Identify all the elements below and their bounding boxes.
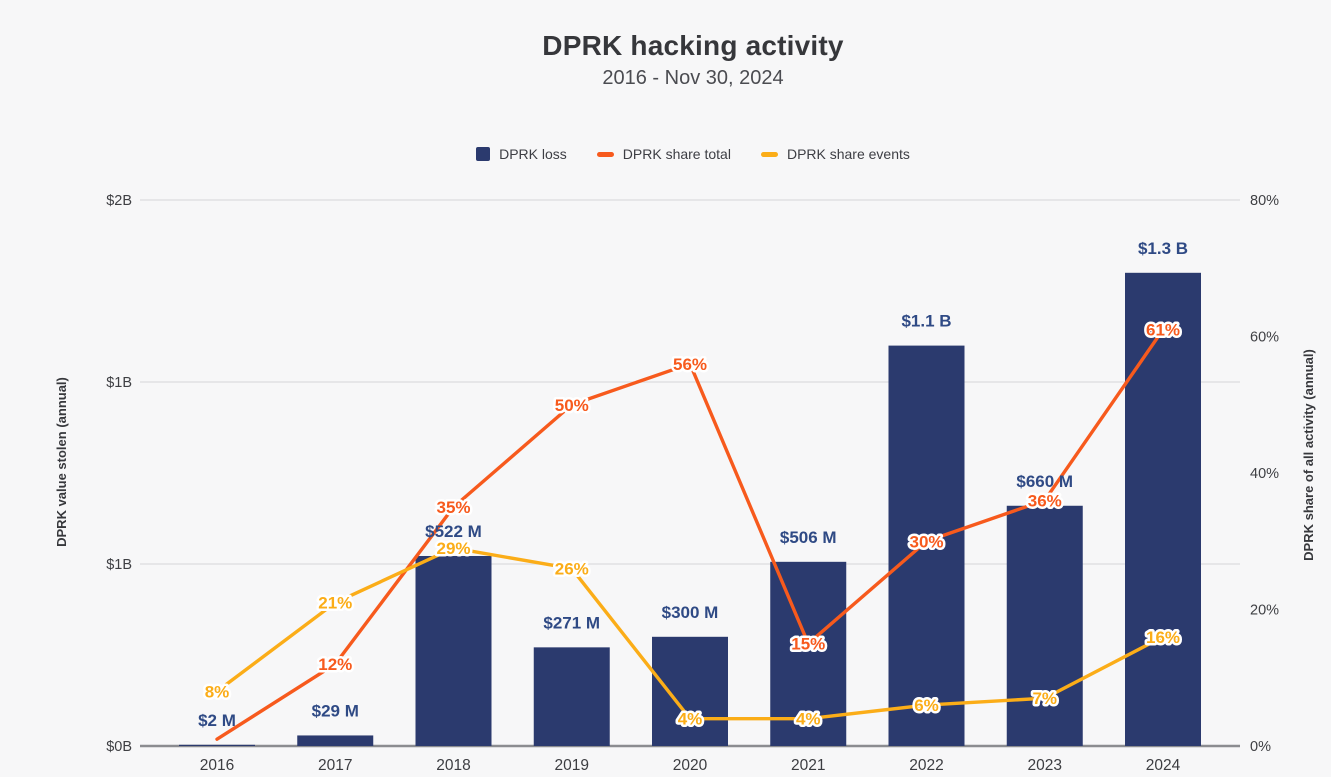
share-events-label-2020: 4% [678, 710, 703, 729]
share-events-label-2018: 29% [436, 539, 470, 558]
left-axis-title: DPRK value stolen (annual) [54, 377, 69, 547]
x-axis-tick: 2023 [1028, 757, 1062, 774]
legend-item-dprk-share-events: DPRK share events [760, 146, 910, 162]
left-axis-tick: $1B [106, 557, 132, 573]
share-events-line [215, 546, 1165, 721]
x-axis-tick: 2019 [555, 757, 589, 774]
left-axis-tick: $1B [106, 375, 132, 391]
x-axis-tick: 2021 [791, 757, 825, 774]
right-axis-title: DPRK share of all activity (annual) [1301, 349, 1316, 561]
right-axis-tick: 40% [1250, 466, 1279, 482]
page-subtitle: 2016 - Nov 30, 2024 [602, 67, 784, 89]
bar-label-2018: $522 M [425, 522, 482, 541]
x-axis-tick: 2017 [318, 757, 352, 774]
bar-label-2020: $300 M [662, 603, 719, 622]
legend-marker-dash [760, 151, 778, 157]
right-axis-tick: 0% [1250, 739, 1271, 755]
bar-2018 [415, 555, 492, 746]
x-axis-tick: 2016 [200, 757, 234, 774]
share-events-label-2021: 4% [796, 710, 821, 729]
bar-label-2017: $29 M [312, 701, 359, 720]
share-total-label-2021: 15% [791, 635, 825, 654]
x-axis-tick: 2020 [673, 757, 708, 774]
legend-marker-dash [596, 151, 614, 157]
legend-item-label: DPRK share total [622, 146, 731, 162]
share-total-label-2017: 12% [318, 655, 352, 674]
bar-label-2019: $271 M [543, 613, 600, 632]
share-total-line [215, 327, 1165, 741]
bar-label-2016: $2 M [198, 711, 236, 730]
legend-marker-square [476, 147, 491, 161]
share-events-label-2019: 26% [555, 560, 589, 579]
legend-item-dprk-share-total: DPRK share total [596, 146, 731, 162]
x-axis-tick: 2024 [1146, 757, 1181, 774]
share-total-label-2020: 56% [673, 355, 707, 374]
bar-2020 [652, 636, 728, 746]
bar-2024 [1125, 272, 1201, 746]
bar-label-2023: $660 M [1016, 472, 1073, 491]
share-events-label-2016: 8% [205, 682, 230, 701]
share-total-label-2019: 50% [555, 396, 589, 415]
share-total-label-2023: 36% [1028, 491, 1062, 510]
bar-2022 [888, 345, 965, 746]
legend-item-dprk-loss: DPRK loss [476, 146, 567, 162]
right-axis-tick: 60% [1250, 330, 1279, 346]
x-axis-tick: 2018 [436, 757, 470, 774]
right-axis-tick: 20% [1250, 603, 1279, 619]
share-events-label-2023: 7% [1032, 689, 1057, 708]
legend-item-label: DPRK share events [786, 146, 910, 162]
bar-label-2022: $1.1 B [901, 312, 951, 331]
bar-2019 [533, 647, 610, 746]
left-axis-tick: $0B [106, 739, 132, 755]
share-events-label-2022: 6% [914, 696, 939, 715]
x-axis-tick: 2022 [909, 757, 943, 774]
share-total-label-2024: 61% [1146, 321, 1180, 340]
legend: DPRK loss DPRK share total DPRK share even… [55, 146, 1331, 162]
bar-2017 [297, 735, 374, 746]
right-axis-tick: 80% [1250, 193, 1279, 209]
bar-2023 [1006, 505, 1083, 746]
left-axis-tick: $2B [106, 193, 132, 209]
bar-label-2021: $506 M [780, 528, 837, 547]
bar-label-2024: $1.3 B [1138, 239, 1188, 258]
bar-2016 [179, 744, 255, 746]
legend-item-label: DPRK loss [499, 146, 567, 162]
page-title: DPRK hacking activity [542, 30, 844, 61]
share-events-label-2017: 21% [318, 594, 352, 613]
share-total-label-2018: 35% [436, 498, 470, 517]
share-events-label-2024: 16% [1146, 628, 1180, 647]
share-total-label-2022: 30% [909, 532, 943, 551]
